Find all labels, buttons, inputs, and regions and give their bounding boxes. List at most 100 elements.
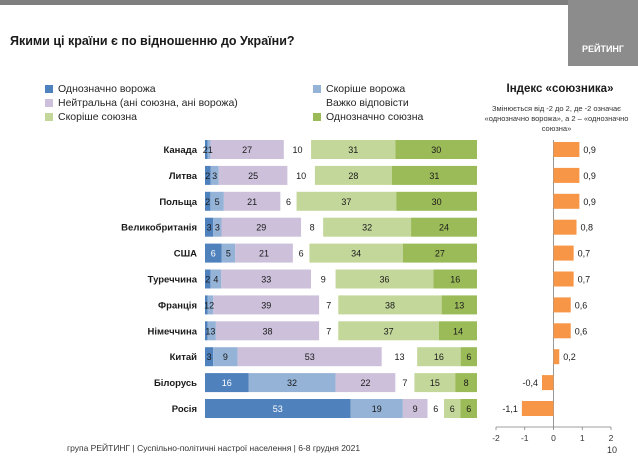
bar-segment	[205, 140, 208, 159]
legend-item: Однозначно ворожа	[45, 82, 156, 96]
category-label: Росія	[172, 404, 197, 415]
logo: РЕЙТИНГ	[568, 0, 638, 66]
bar-segment	[391, 165, 477, 185]
bar-segment	[338, 295, 442, 315]
legend-item: Скоріше ворожа	[313, 82, 405, 96]
legend-label: Нейтральна (ані союзна, ані ворожа)	[58, 97, 238, 109]
bar-segment	[292, 243, 310, 263]
bar-segment	[395, 140, 477, 159]
data-label: 24	[439, 223, 449, 233]
bar-segment	[218, 165, 288, 185]
data-label: 10	[292, 145, 302, 155]
index-value-label: -0,4	[522, 378, 538, 388]
data-label: 38	[263, 326, 273, 336]
index-value-label: 0,7	[578, 249, 591, 259]
bar-segment	[205, 269, 211, 289]
data-label: 13	[394, 352, 404, 362]
legend: Однозначно ворожа Нейтральна (ані союзна,…	[45, 82, 485, 130]
category-label: США	[174, 249, 197, 260]
bar-segment	[223, 191, 281, 211]
bar-segment	[210, 191, 224, 211]
index-value-label: 0,9	[583, 197, 596, 207]
data-label: 34	[351, 249, 361, 259]
data-label: 16	[222, 378, 232, 388]
index-bar	[553, 142, 580, 157]
data-label: 7	[402, 378, 407, 388]
bar-segment	[427, 399, 445, 418]
index-value-label: 0,2	[563, 352, 576, 362]
data-label: 6	[466, 404, 471, 414]
index-value-label: 0,7	[578, 275, 591, 285]
data-label: 19	[372, 404, 382, 414]
legend-item: Скоріше союзна	[45, 110, 137, 124]
data-label: 31	[348, 145, 358, 155]
legend-label: Скоріше союзна	[58, 111, 138, 123]
bar-segment	[213, 217, 222, 237]
data-label: 2	[205, 171, 210, 181]
legend-swatch	[45, 99, 53, 107]
bar-segment	[438, 321, 477, 341]
data-label: 13	[454, 300, 464, 310]
data-label: 16	[450, 275, 460, 285]
legend-swatch	[313, 85, 321, 93]
data-label: 16	[434, 352, 444, 362]
data-label: 27	[435, 249, 445, 259]
data-label: 9	[413, 404, 418, 414]
data-label: 25	[248, 171, 258, 181]
bar-segment	[350, 399, 403, 418]
data-label: 53	[305, 352, 315, 362]
category-label: Німеччина	[148, 326, 198, 337]
bar-segment	[210, 269, 222, 289]
bar-segment	[381, 347, 418, 367]
bar-segment	[311, 140, 396, 159]
data-label: 32	[287, 378, 297, 388]
data-label: 21	[259, 249, 269, 259]
data-label: 13	[205, 326, 215, 336]
bar-segment	[205, 165, 211, 185]
index-bar	[553, 271, 574, 287]
bar-segment	[301, 217, 324, 237]
data-label: 39	[261, 300, 271, 310]
bar-segment	[207, 140, 211, 159]
legend-item: Однозначно союзна	[313, 110, 423, 124]
legend-swatch	[45, 85, 53, 93]
index-value-label: 0,9	[583, 171, 596, 181]
index-tick-label: -2	[492, 433, 500, 443]
bar-segment	[215, 321, 320, 341]
bar-segment	[205, 217, 214, 237]
data-label: 37	[341, 197, 351, 207]
legend-label: Однозначно ворожа	[58, 83, 156, 95]
index-value-label: -1,1	[502, 404, 518, 414]
data-label: 9	[223, 352, 228, 362]
category-label: Канада	[163, 145, 197, 156]
data-label: 36	[380, 275, 390, 285]
index-bar	[553, 349, 560, 365]
legend-item: Важко відповісти	[313, 96, 409, 110]
data-label: 8	[310, 223, 315, 233]
index-tick-label: 0	[551, 433, 556, 443]
legend-label: Скоріше ворожа	[326, 83, 406, 95]
bar-segment	[235, 243, 293, 263]
legend-item: Нейтральна (ані союзна, ані ворожа)	[45, 96, 238, 110]
legend-label: Важко відповісти	[326, 97, 409, 109]
data-label: 5	[226, 249, 231, 259]
data-label: 3	[207, 223, 212, 233]
data-label: 37	[384, 326, 394, 336]
index-title: Індекс «союзника»	[506, 83, 614, 95]
bar-segment	[338, 321, 439, 341]
bar-segment	[319, 295, 339, 315]
data-label: 6	[211, 249, 216, 259]
index-value-label: 0,8	[581, 223, 594, 233]
index-tick-label: 1	[580, 433, 585, 443]
bar-segment	[311, 269, 336, 289]
index-value-label: 0,6	[575, 326, 588, 336]
data-label: 3	[212, 171, 217, 181]
logo-text: РЕЙТИНГ	[581, 44, 625, 54]
index-bar	[553, 297, 571, 313]
bar-segment	[205, 347, 214, 367]
bar-segment	[335, 373, 396, 393]
bar-segment	[395, 373, 415, 393]
page-title: Якими ці країни є по відношенню до Украї…	[10, 34, 295, 48]
bar-segment	[210, 140, 284, 159]
data-label: 3	[207, 352, 212, 362]
